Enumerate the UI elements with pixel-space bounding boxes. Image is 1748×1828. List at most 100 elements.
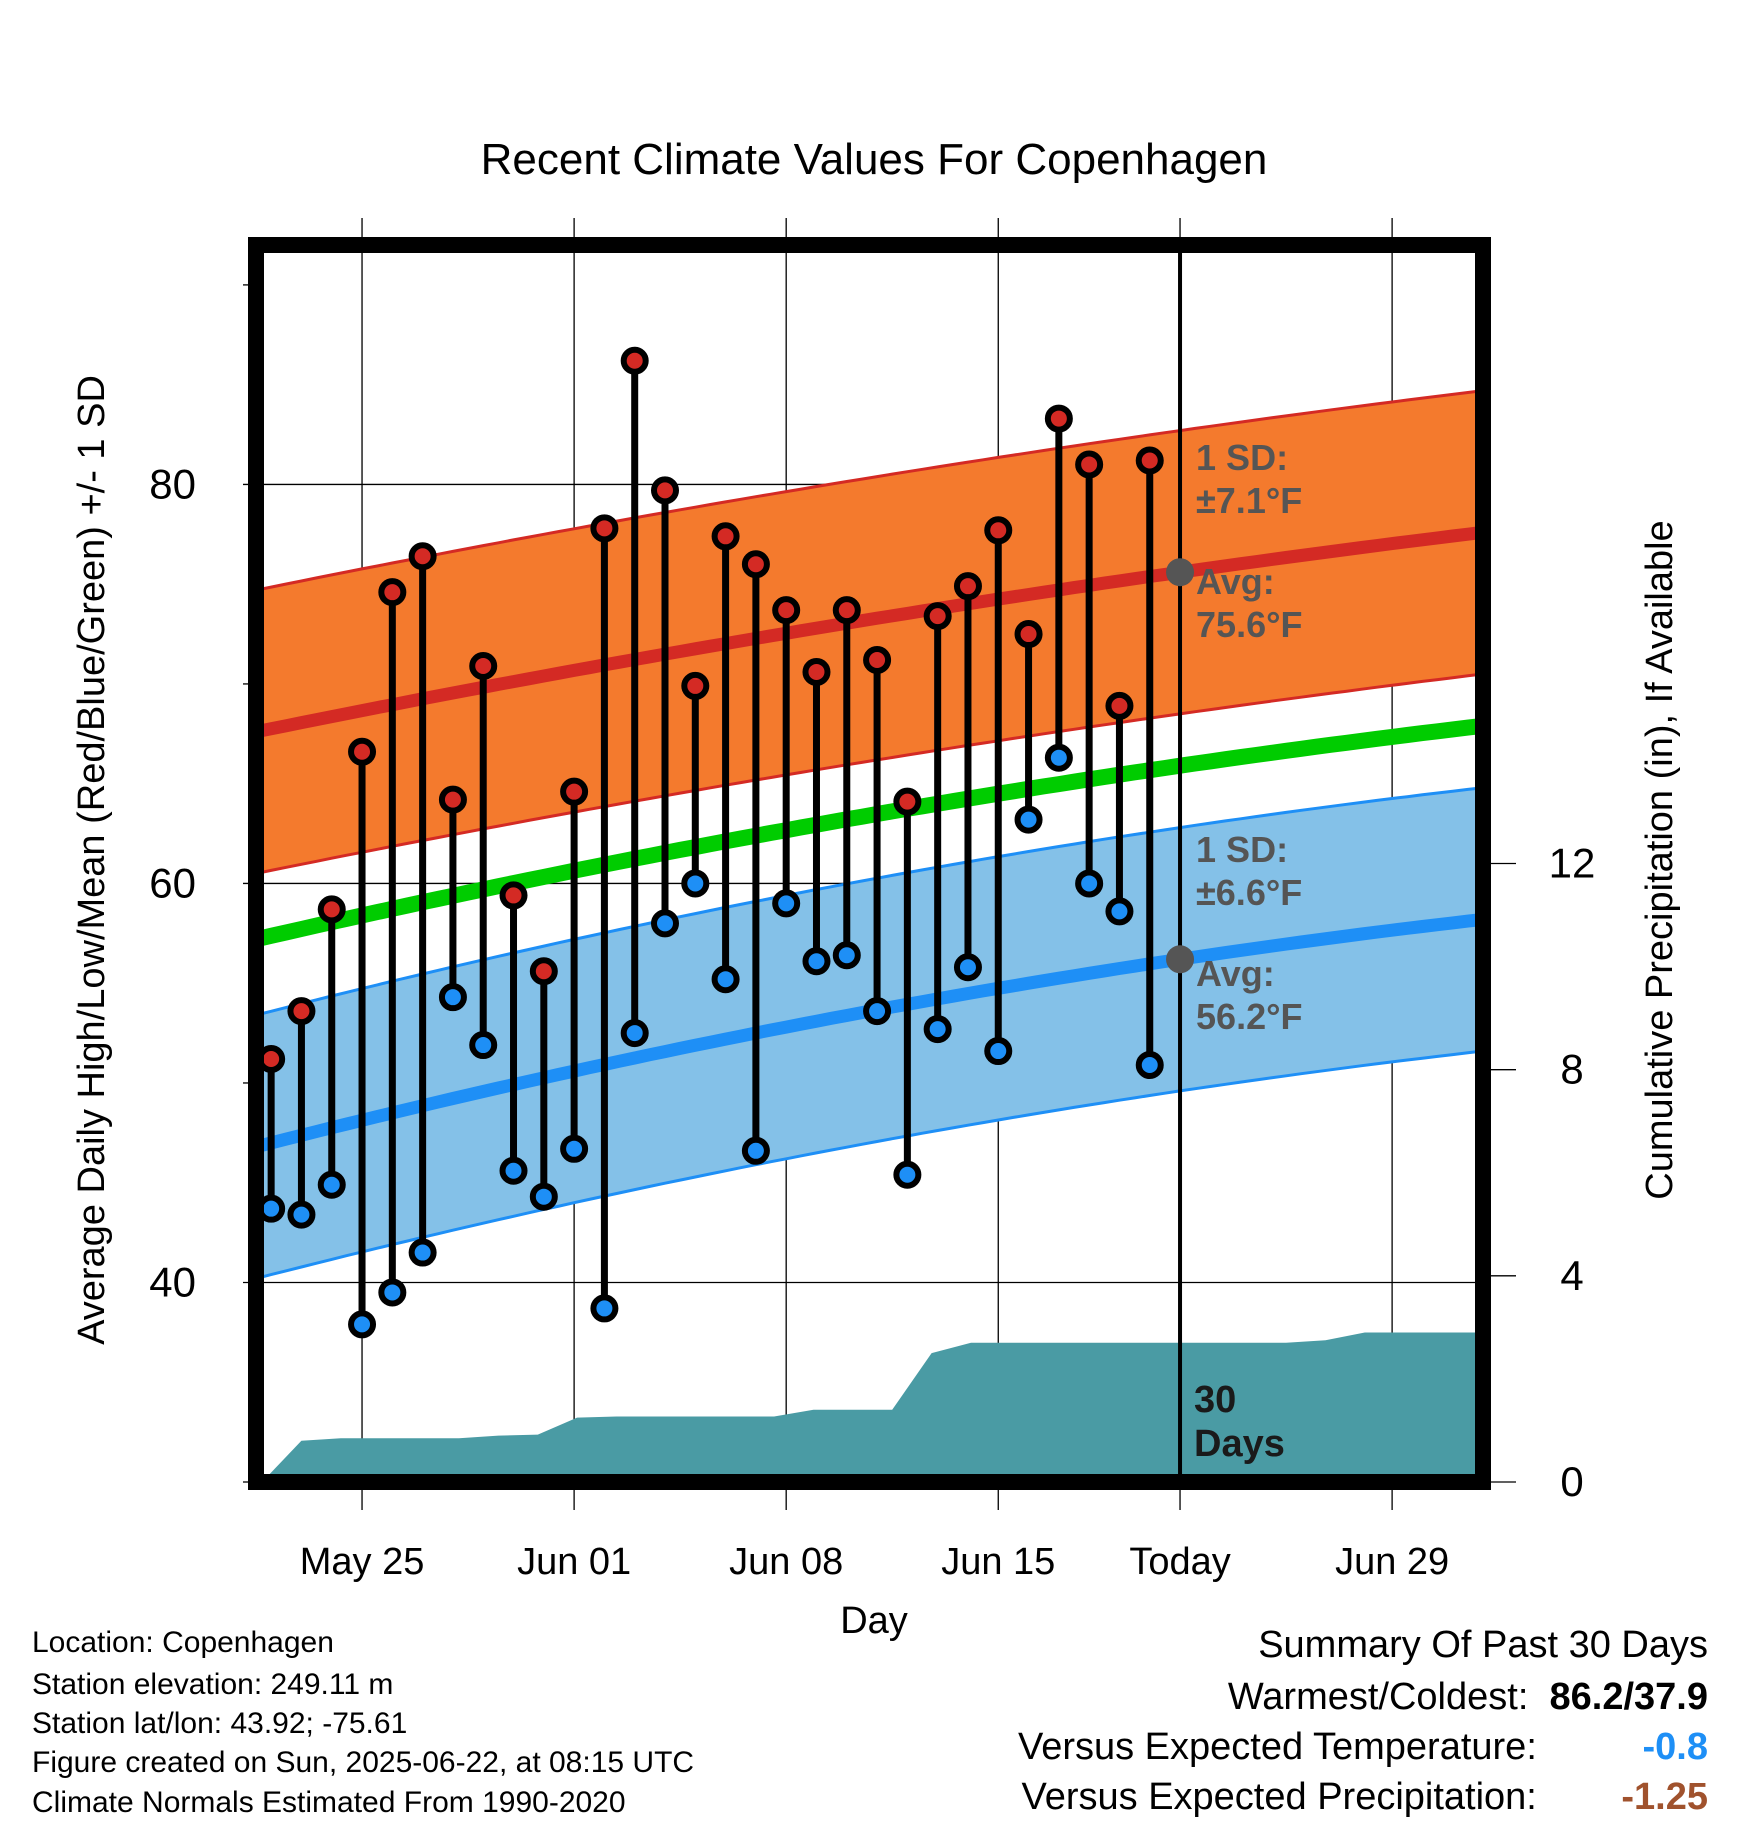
high-sd-label: 1 SD: xyxy=(1196,437,1288,478)
daily-high-point xyxy=(348,737,377,766)
daily-low-point xyxy=(1135,1051,1164,1080)
x-tick-label: Jun 08 xyxy=(729,1541,843,1583)
daily-low-point xyxy=(741,1136,770,1165)
daily-low-point xyxy=(863,997,892,1026)
y2-axis-label: Cumulative Precipitation (in), If Availa… xyxy=(1639,520,1681,1199)
warm-cold-label: Warmest/Coldest: xyxy=(1227,1676,1529,1718)
y2-tick-label: 12 xyxy=(1549,840,1596,887)
daily-high-point xyxy=(681,671,710,700)
daily-high-point xyxy=(893,787,922,816)
y2-tick-label: 8 xyxy=(1560,1046,1583,1093)
temp-label: Versus Expected Temperature: xyxy=(1017,1726,1537,1768)
precip-area xyxy=(262,1332,1483,1482)
daily-high-point xyxy=(620,346,649,375)
daily-high-point xyxy=(863,645,892,674)
daily-high-point xyxy=(378,578,407,607)
daily-low-point xyxy=(923,1015,952,1044)
daily-low-point xyxy=(832,941,861,970)
info-elevation: Station elevation: 249.11 m xyxy=(32,1668,394,1701)
x-tick-label: Jun 15 xyxy=(941,1541,1055,1583)
y-tick-label: 60 xyxy=(149,859,196,906)
high-sd-value: ±7.1°F xyxy=(1196,480,1302,521)
high-band-upper xyxy=(256,389,1483,592)
y-axis-label: Average Daily High/Low/Mean (Red/Blue/Gr… xyxy=(71,375,113,1345)
daily-low-point xyxy=(287,1200,316,1229)
info-created: Figure created on Sun, 2025-06-22, at 08… xyxy=(32,1746,695,1779)
daily-high-point xyxy=(469,651,498,680)
daily-low-point xyxy=(317,1170,346,1199)
today-high-marker xyxy=(1166,558,1195,587)
daily-low-point xyxy=(651,909,679,938)
info-location: Location: Copenhagen xyxy=(32,1626,334,1659)
precip-value: -1.25 xyxy=(1621,1776,1708,1818)
daily-low-point xyxy=(499,1156,528,1185)
y-tick-label: 80 xyxy=(149,460,196,507)
daily-high-point xyxy=(438,785,467,814)
summary-temp: Versus Expected Temperature: -0.8 xyxy=(1018,1726,1708,1769)
daily-high-point xyxy=(1075,450,1104,479)
daily-low-point xyxy=(893,1160,922,1189)
daily-high-point xyxy=(1014,620,1043,649)
low-avg-value: 56.2°F xyxy=(1196,996,1302,1037)
daily-low-point xyxy=(1014,805,1043,834)
daily-high-point xyxy=(802,657,831,686)
daily-low-point xyxy=(378,1278,407,1307)
high-sd-band xyxy=(256,390,1483,874)
daily-low-point xyxy=(984,1037,1013,1066)
info-normals: Climate Normals Estimated From 1990-2020 xyxy=(32,1786,626,1819)
low-sd-label: 1 SD: xyxy=(1196,829,1288,870)
daily-high-point xyxy=(832,596,861,625)
low-band-lower xyxy=(256,1049,1483,1280)
normal-mean-line xyxy=(256,717,1483,948)
daily-low-point xyxy=(529,1182,558,1211)
low-avg-label: Avg: xyxy=(1196,953,1275,994)
chart-title: Recent Climate Values For Copenhagen xyxy=(481,135,1268,184)
daily-low-point xyxy=(1105,897,1134,926)
daily-low-point xyxy=(560,1134,589,1163)
daily-low-point xyxy=(711,965,740,994)
daily-high-point xyxy=(711,522,740,551)
daily-high-point xyxy=(560,777,589,806)
daily-low-point xyxy=(802,947,831,976)
daily-high-point xyxy=(741,550,770,579)
daily-high-point xyxy=(499,881,528,910)
summary-warm-cold: Warmest/Coldest: 86.2/37.9 xyxy=(1228,1676,1708,1719)
daily-low-point xyxy=(438,983,467,1012)
x-axis-label: Day xyxy=(840,1600,908,1642)
plot-area: May 25 Jun 01 Jun 08 Jun 15 Today Jun 2940608… xyxy=(149,218,1595,1583)
x-tick-label: Today xyxy=(1129,1541,1230,1583)
y-tick-label: 40 xyxy=(149,1258,196,1305)
daily-high-point xyxy=(408,542,437,571)
summary-title-text: Summary Of Past 30 Days xyxy=(1258,1624,1708,1666)
daily-low-point xyxy=(1044,743,1073,772)
daily-low-point xyxy=(590,1294,619,1323)
daily-low-point xyxy=(348,1310,377,1339)
x-tick-label: May 25 xyxy=(300,1541,425,1583)
daily-high-point xyxy=(317,895,346,924)
daily-high-point xyxy=(1105,691,1134,720)
high-band-lower xyxy=(256,672,1483,875)
daily-high-point xyxy=(287,997,316,1026)
daily-high-point xyxy=(529,957,558,986)
today-low-marker xyxy=(1166,945,1195,974)
daily-high-point xyxy=(923,602,952,631)
daily-high-point xyxy=(953,572,982,601)
high-avg-value: 75.6°F xyxy=(1196,604,1302,645)
summary-precip: Versus Expected Precipitation: -1.25 xyxy=(1021,1776,1708,1819)
daily-low-point xyxy=(620,1019,649,1048)
daily-low-point xyxy=(469,1031,498,1060)
daily-high-point xyxy=(590,514,619,543)
temp-value: -0.8 xyxy=(1642,1726,1708,1768)
daily-high-point xyxy=(1044,404,1073,433)
normal-high-line xyxy=(256,525,1483,739)
daily-low-point xyxy=(681,869,710,898)
x-tick-label: Jun 01 xyxy=(517,1541,631,1583)
precip-label: Versus Expected Precipitation: xyxy=(1021,1776,1537,1818)
daily-high-point xyxy=(1135,446,1164,475)
daily-low-point xyxy=(408,1238,437,1267)
warm-cold-value: 86.2/37.9 xyxy=(1549,1676,1708,1718)
high-avg-label: Avg: xyxy=(1196,561,1275,602)
daily-low-point xyxy=(1075,869,1104,898)
daily-high-point xyxy=(651,476,679,505)
